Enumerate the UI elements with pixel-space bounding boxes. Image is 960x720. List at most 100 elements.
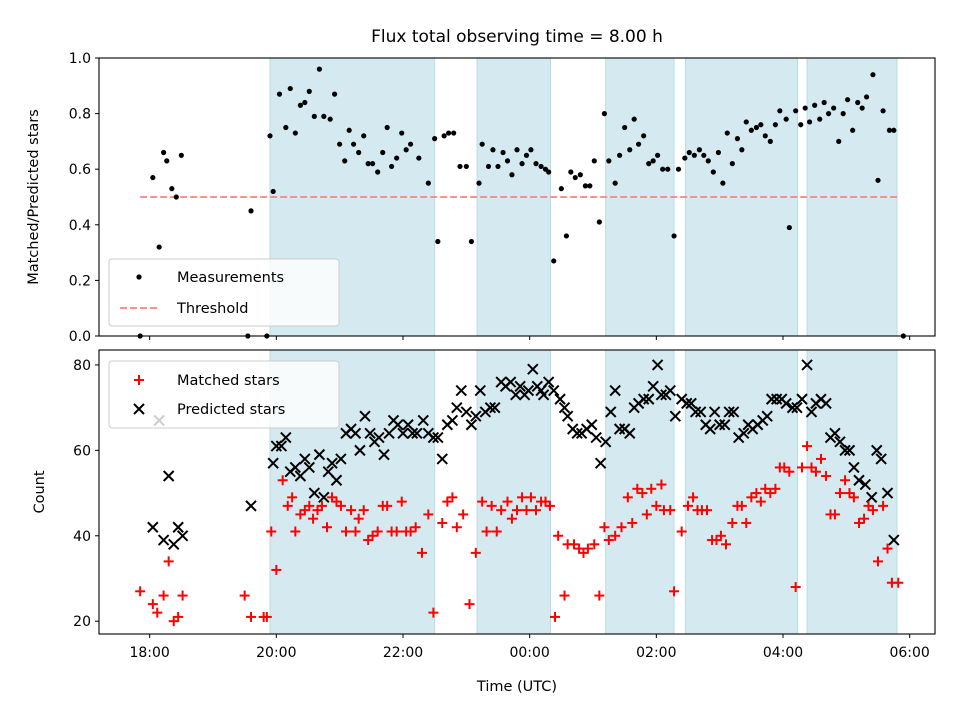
predicted-star-marker: [875, 453, 887, 465]
predicted-star-marker: [383, 427, 395, 439]
predicted-star-marker: [786, 401, 799, 414]
measurement-point: [859, 105, 865, 111]
matched-star-marker: [760, 483, 771, 494]
measurement-point: [665, 166, 671, 172]
measurement-point: [831, 105, 837, 111]
measurement-point: [715, 149, 722, 156]
matched-star-markers: [135, 441, 904, 627]
marker-stroke: [489, 401, 501, 414]
matched-star-marker: [848, 492, 859, 503]
measurement-point: [821, 99, 827, 106]
matched-star-marker: [790, 582, 801, 593]
marker-stroke: [708, 406, 721, 418]
predicted-star-marker: [791, 401, 803, 414]
measurement-point: [660, 166, 666, 172]
measurement-point: [490, 147, 496, 153]
matched-star-marker: [867, 505, 878, 516]
marker-stroke: [719, 419, 731, 431]
matched-star-marker: [627, 517, 638, 528]
measurement-point: [793, 108, 799, 114]
matched-star-marker: [765, 488, 776, 499]
matched-star-marker: [797, 462, 807, 473]
measurement-point: [485, 163, 492, 170]
measurement-point: [870, 72, 876, 78]
predicted-star-marker: [571, 427, 583, 439]
matched-star-marker: [350, 526, 361, 537]
matched-star-marker: [770, 483, 781, 494]
y-tick-label: 0.8: [69, 107, 91, 123]
marker-stroke: [859, 478, 872, 491]
predicted-star-marker: [647, 380, 659, 393]
measurement-point: [743, 119, 749, 125]
measurement-point: [321, 113, 327, 119]
matched-star-marker: [603, 535, 614, 546]
marker-stroke: [801, 359, 813, 371]
measurement-point: [691, 152, 697, 158]
matched-star-marker: [502, 496, 513, 507]
measurement-point: [880, 108, 886, 114]
predicted-star-marker: [522, 384, 535, 397]
matched-star-marker: [531, 505, 541, 516]
x-tick-label: 18:00: [129, 645, 169, 661]
predicted-star-marker: [465, 419, 478, 431]
measurement-point: [425, 180, 431, 186]
measurement-point: [606, 158, 612, 164]
y-tick-label: 0.2: [69, 273, 91, 289]
predicted-star-marker: [613, 423, 626, 435]
matched-star-marker: [525, 492, 536, 503]
predicted-star-marker: [364, 427, 376, 439]
matched-star-marker: [135, 586, 146, 597]
matched-star-marker: [829, 509, 840, 520]
matched-star-marker: [616, 522, 627, 533]
matched-star-marker: [353, 513, 364, 524]
marker-stroke: [834, 436, 846, 448]
matched-star-marker: [854, 517, 864, 528]
predicted-star-marker: [761, 410, 773, 422]
predicted-star-marker: [554, 393, 566, 405]
predicted-star-marker: [537, 389, 550, 401]
predicted-star-marker: [527, 363, 539, 375]
predicted-star-marker: [451, 401, 463, 414]
marker-stroke: [280, 431, 292, 444]
predicted-star-marker: [510, 389, 522, 401]
marker-stroke: [147, 521, 159, 533]
marker-stroke: [432, 431, 444, 444]
predicted-star-marker: [280, 431, 292, 444]
measurement-point: [587, 183, 593, 189]
marker-stroke: [848, 461, 860, 474]
measurement-point: [817, 116, 823, 122]
predicted-star-marker: [275, 440, 288, 452]
measurement-point: [558, 186, 564, 192]
measurement-point: [161, 149, 167, 156]
predicted-star-marker: [313, 448, 326, 461]
measurement-point: [446, 130, 452, 136]
marker-stroke: [383, 427, 395, 439]
measurement-point: [476, 180, 482, 186]
marker-stroke: [378, 448, 390, 461]
measurement-point: [748, 127, 754, 133]
measurement-point: [297, 102, 303, 108]
matched-star-marker: [688, 492, 699, 503]
measurement-point: [777, 108, 783, 114]
y-tick-label: 0.6: [69, 162, 91, 178]
predicted-star-marker: [727, 406, 740, 418]
matched-star-marker: [784, 466, 795, 477]
marker-stroke: [853, 474, 865, 486]
marker-stroke: [613, 423, 626, 435]
matched-star-marker: [163, 556, 174, 567]
predicted-star-marker: [780, 397, 792, 410]
predicted-star-marker: [294, 470, 307, 482]
predicted-star-marker: [590, 431, 602, 444]
measurement-point: [327, 116, 333, 122]
matched-star-marker: [437, 517, 448, 528]
marker-stroke: [704, 423, 716, 435]
matched-star-marker: [239, 590, 250, 601]
matched-star-marker: [423, 509, 434, 520]
predicted-star-marker: [548, 384, 560, 397]
predicted-star-marker: [853, 474, 865, 486]
predicted-star-marker: [888, 534, 900, 546]
marker-stroke: [624, 427, 636, 439]
marker-stroke: [669, 410, 682, 422]
marker-stroke: [373, 431, 385, 444]
top-legend: Measurements Threshold: [108, 258, 340, 327]
